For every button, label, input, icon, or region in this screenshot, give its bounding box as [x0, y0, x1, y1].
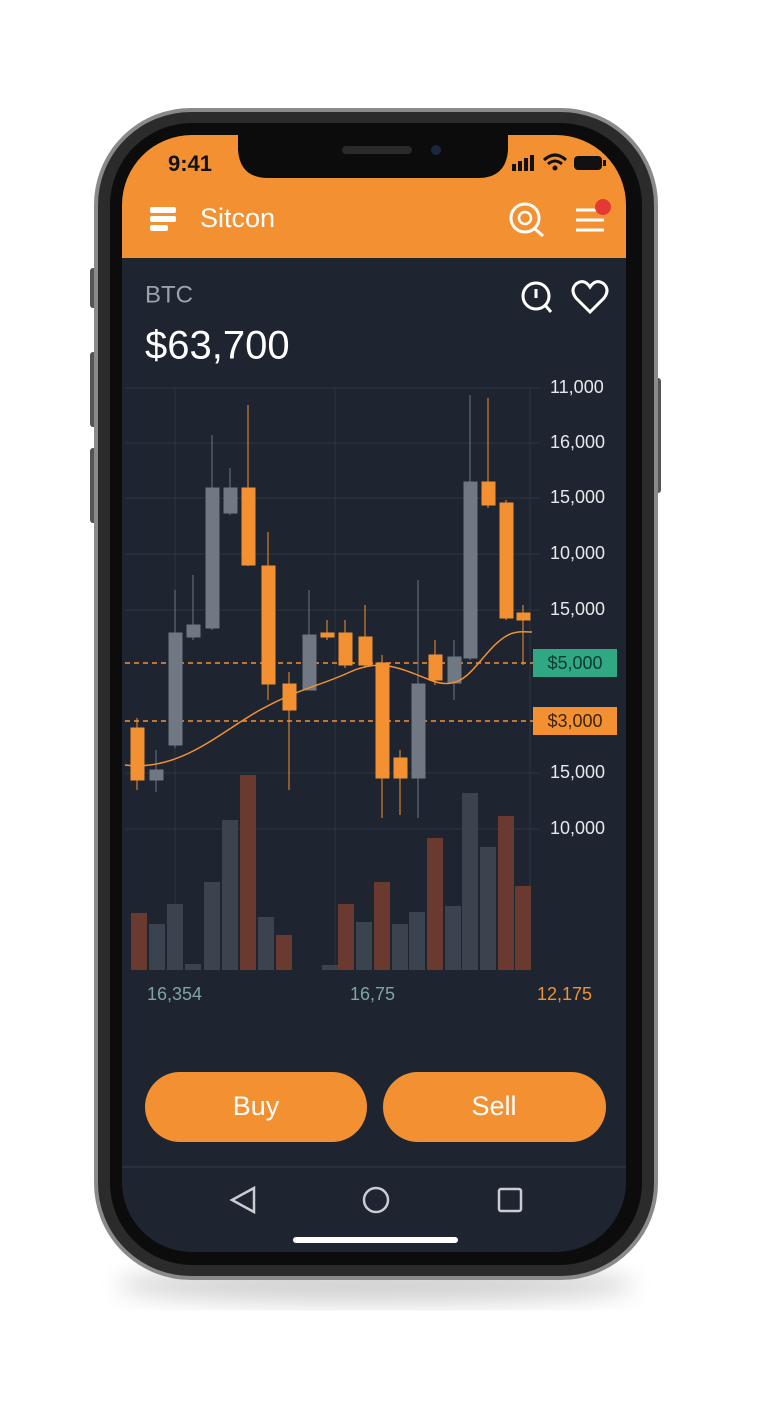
footer-label: 16,75	[350, 984, 395, 1004]
nav-home[interactable]	[362, 1186, 390, 1214]
axis-labels: 11,000 16,000 15,000 10,000 15,000 15,000 10,0…	[550, 377, 605, 838]
status-icons	[512, 153, 606, 171]
volume-bars	[131, 775, 531, 970]
favorite-button[interactable]	[571, 280, 609, 315]
price-tag-label: $5,000	[547, 653, 602, 673]
sell-label[interactable]: Sell	[471, 1091, 516, 1121]
search-button[interactable]	[509, 202, 544, 238]
price-tag	[533, 649, 617, 677]
speaker	[342, 146, 412, 154]
price-tag-label: $3,000	[547, 711, 602, 731]
asset-price: $63,700	[145, 324, 290, 368]
footer-label: 16,354	[147, 984, 202, 1004]
app-logo	[150, 207, 176, 231]
axis-label: 10,000	[550, 818, 605, 838]
asset-symbol: BTC	[145, 281, 193, 308]
buy-button[interactable]	[145, 1072, 367, 1142]
notch	[238, 135, 508, 178]
camera	[431, 145, 441, 155]
screen: 9:41 Sitcon BTC $63,700	[122, 135, 626, 1252]
buy-label[interactable]: Buy	[233, 1091, 280, 1121]
sell-button[interactable]	[383, 1072, 606, 1142]
moving-average	[124, 630, 533, 767]
axis-label: 10,000	[550, 543, 605, 563]
price-tag	[533, 707, 617, 735]
status-time: 9:41	[168, 151, 212, 176]
menu-button[interactable]	[576, 199, 611, 232]
screen-bg	[122, 135, 626, 1252]
home-indicator	[293, 1237, 458, 1243]
axis-label: 16,000	[550, 432, 605, 452]
candlesticks	[130, 395, 531, 818]
nav-back[interactable]	[229, 1185, 256, 1215]
app-title: Sitcon	[200, 203, 275, 233]
axis-label: 15,000	[550, 762, 605, 782]
axis-label: 15,000	[550, 487, 605, 507]
nav-recents[interactable]	[497, 1187, 523, 1213]
footer-label: 12,175	[537, 984, 592, 1004]
axis-label: 11,000	[550, 377, 604, 397]
axis-label: 15,000	[550, 599, 605, 619]
alert-button[interactable]	[521, 281, 553, 313]
